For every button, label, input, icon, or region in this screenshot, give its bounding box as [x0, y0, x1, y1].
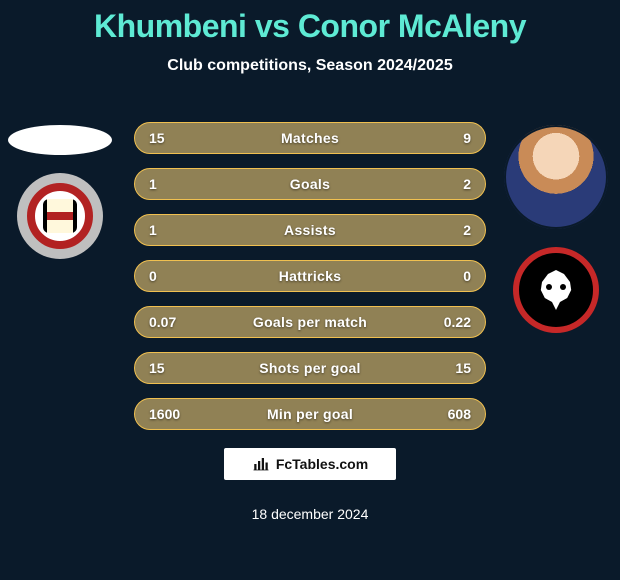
- stat-label: Shots per goal: [259, 360, 360, 376]
- bar-chart-icon: [252, 455, 270, 473]
- page-subtitle: Club competitions, Season 2024/2025: [0, 57, 620, 75]
- site-logo-text: FcTables.com: [276, 456, 368, 472]
- stat-left-value: 1600: [149, 406, 267, 422]
- stat-label: Goals: [290, 176, 330, 192]
- snapshot-date: 18 december 2024: [0, 506, 620, 522]
- stat-label: Hattricks: [279, 268, 342, 284]
- stats-table: 15Matches91Goals21Assists20Hattricks00.0…: [0, 122, 620, 430]
- stat-left-value: 1: [149, 222, 284, 238]
- stat-row: 0.07Goals per match0.22: [134, 306, 486, 338]
- stat-left-value: 1: [149, 176, 290, 192]
- stat-row: 0Hattricks0: [134, 260, 486, 292]
- stat-right-value: 15: [361, 360, 471, 376]
- stat-row: 15Shots per goal15: [134, 352, 486, 384]
- stat-left-value: 0: [149, 268, 279, 284]
- page-title: Khumbeni vs Conor McAleny: [0, 0, 620, 45]
- stat-row: 1Goals2: [134, 168, 486, 200]
- stat-label: Min per goal: [267, 406, 353, 422]
- stat-label: Goals per match: [253, 314, 367, 330]
- stat-row: 1600Min per goal608: [134, 398, 486, 430]
- stat-right-value: 2: [336, 222, 471, 238]
- stat-left-value: 15: [149, 360, 259, 376]
- stat-right-value: 9: [339, 130, 471, 146]
- stat-row: 1Assists2: [134, 214, 486, 246]
- stat-left-value: 15: [149, 130, 281, 146]
- stat-left-value: 0.07: [149, 314, 253, 330]
- stat-right-value: 0.22: [367, 314, 471, 330]
- site-logo: FcTables.com: [224, 448, 396, 480]
- stat-right-value: 608: [353, 406, 471, 422]
- stat-label: Assists: [284, 222, 336, 238]
- stat-right-value: 0: [341, 268, 471, 284]
- stat-label: Matches: [281, 130, 339, 146]
- stat-row: 15Matches9: [134, 122, 486, 154]
- stat-right-value: 2: [330, 176, 471, 192]
- comparison-card: Khumbeni vs Conor McAleny Club competiti…: [0, 0, 620, 580]
